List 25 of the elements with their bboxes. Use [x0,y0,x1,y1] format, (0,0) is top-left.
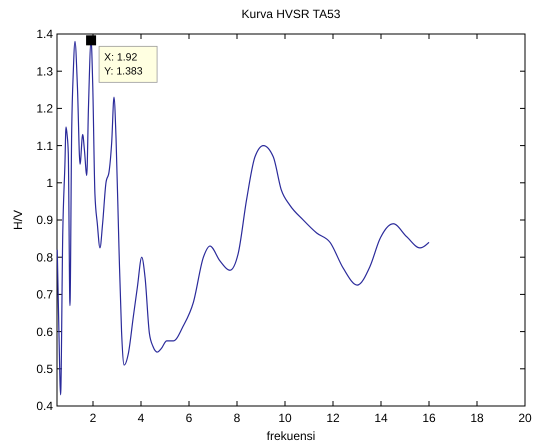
chart-title: Kurva HVSR TA53 [242,7,341,21]
y-tick-label: 0.8 [36,250,54,264]
x-tick-label: 8 [234,411,241,425]
y-tick-label: 0.5 [36,362,54,376]
x-tick-label: 2 [90,411,97,425]
x-axis-title: frekuensi [266,429,316,443]
x-tick-label: 18 [470,411,484,425]
x-tick-label: 6 [186,411,193,425]
annotation: X: 1.92 Y: 1.383 [104,51,143,78]
x-tick-label: 14 [374,411,388,425]
y-tick-label: 1.3 [36,64,54,78]
x-tick-label: 12 [326,411,340,425]
y-axis-title: H/V [11,210,25,230]
y-tick-label: 0.9 [36,213,54,228]
x-tick-label: 10 [278,411,292,425]
y-tick-label: 1 [46,176,54,190]
y-tick-label: 1.4 [36,27,54,42]
y-tick-label: 1.2 [36,102,54,116]
y-tick-label: 0.6 [36,324,54,339]
y-tick-label: 0.4 [36,399,54,414]
x-tick-label: 16 [422,411,436,425]
y-tick-label: 0.7 [36,288,54,302]
x-tick-label: 4 [138,411,145,425]
y-tick-label: 1.1 [36,138,54,153]
x-tick-label: 20 [518,411,532,425]
